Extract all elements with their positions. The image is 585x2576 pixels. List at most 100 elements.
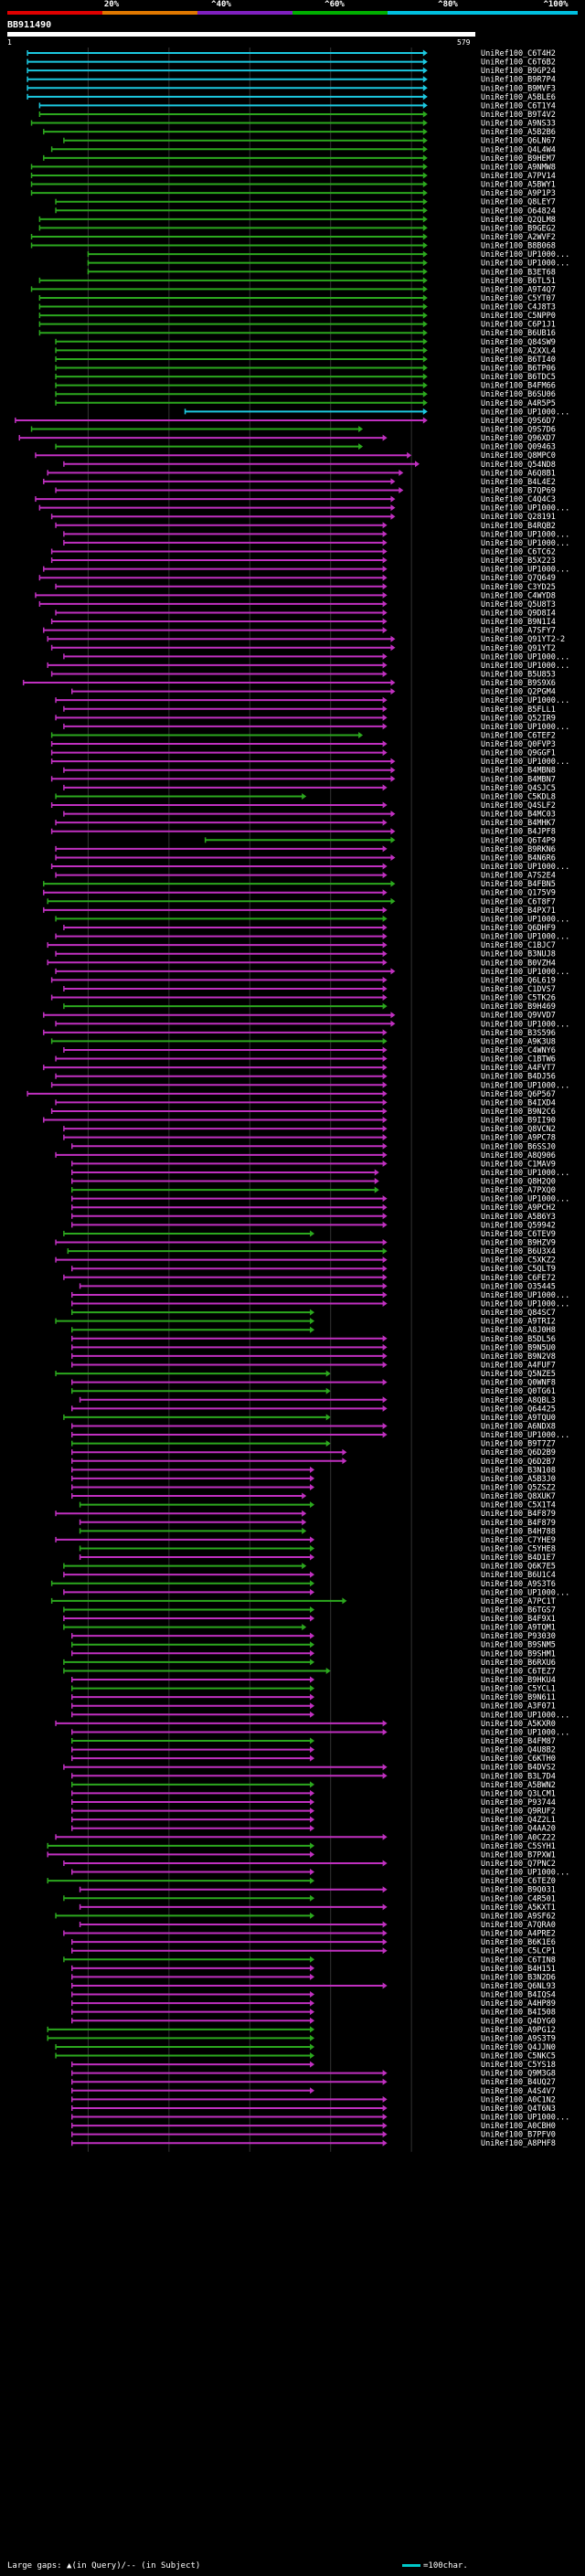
hit-row[interactable]: UniRef100_B4DVS2 [63,1764,556,1773]
hit-label[interactable]: UniRef100_C6T8F7 [481,897,556,906]
hit-label[interactable]: UniRef100_A8QBL3 [481,1396,556,1405]
hit-row[interactable]: UniRef100_B9T4V2 [38,111,556,120]
hit-row[interactable]: UniRef100_P93030 [70,1632,556,1641]
hit-row[interactable]: UniRef100_Q4SLF2 [50,801,556,811]
hit-row[interactable]: UniRef100_C5NKC5 [55,2052,556,2062]
hit-row[interactable]: UniRef100_UP1000... [70,1431,569,1440]
hit-label[interactable]: UniRef100_Q9D8I4 [481,609,556,618]
hit-row[interactable]: UniRef100_Q8VCN2 [63,1125,556,1134]
hit-label[interactable]: UniRef100_B9N5U0 [481,1343,556,1352]
hit-label[interactable]: UniRef100_B8B068 [481,242,556,251]
hit-label[interactable]: UniRef100_C5NKC5 [481,2052,556,2062]
hit-label[interactable]: UniRef100_B4H788 [481,1527,556,1536]
hit-label[interactable]: UniRef100_C6T6B2 [481,58,556,68]
hit-row[interactable]: UniRef100_B4FBN5 [43,880,556,889]
hit-label[interactable]: UniRef100_C4WNY6 [481,1046,556,1055]
hit-row[interactable]: UniRef100_B3N2D6 [70,1973,556,1982]
hit-row[interactable]: UniRef100_B3NUJ8 [55,950,556,959]
hit-row[interactable]: UniRef100_Q6P567 [27,1090,556,1099]
hit-row[interactable]: UniRef100_A9PCH2 [70,1203,556,1213]
hit-label[interactable]: UniRef100_Q9RUF2 [481,1807,556,1817]
hit-row[interactable]: UniRef100_B6SU06 [55,390,556,399]
hit-row[interactable]: UniRef100_A2WVF2 [30,233,556,242]
hit-label[interactable]: UniRef100_Q3LCM1 [481,1789,556,1798]
hit-label[interactable]: UniRef100_A7PC1T [481,1597,556,1606]
hit-row[interactable]: UniRef100_A8Q906 [55,1151,556,1161]
hit-label[interactable]: UniRef100_B6TP06 [481,365,556,374]
hit-row[interactable]: UniRef100_A9P1P3 [30,189,556,198]
hit-label[interactable]: UniRef100_P93030 [481,1632,556,1641]
hit-label[interactable]: UniRef100_C5YT07 [481,294,556,303]
hit-row[interactable]: UniRef100_C6TEZ0 [47,1877,556,1886]
hit-row[interactable]: UniRef100_B7PXW1 [47,1850,556,1860]
hit-row[interactable]: UniRef100_C5QLT9 [70,1265,556,1274]
hit-label[interactable]: UniRef100_B4DJ56 [481,1073,556,1082]
hit-label[interactable]: UniRef100_B9N2V8 [481,1352,556,1362]
hit-row[interactable]: UniRef100_A9PG12 [47,2026,556,2035]
hit-row[interactable]: UniRef100_B4MBN7 [50,775,556,784]
hit-label[interactable]: UniRef100_B0VZH4 [481,959,556,968]
hit-row[interactable]: UniRef100_A4PRE2 [63,1930,556,1939]
hit-row[interactable]: UniRef100_P93744 [70,1798,556,1807]
hit-label[interactable]: UniRef100_C4J8T3 [481,303,556,313]
hit-row[interactable]: UniRef100_B4DJ56 [55,1073,556,1082]
hit-label[interactable]: UniRef100_Q0WNF8 [481,1379,556,1388]
hit-row[interactable]: UniRef100_C6KTH0 [70,1754,556,1764]
hit-label[interactable]: UniRef100_Q4SLF2 [481,801,556,811]
hit-row[interactable]: UniRef100_C6TEV9 [63,1230,556,1239]
hit-label[interactable]: UniRef100_Q4L4W4 [481,145,556,154]
hit-row[interactable]: UniRef100_C6TC62 [50,547,556,557]
hit-row[interactable]: UniRef100_C5YS18 [70,2061,556,2070]
hit-label[interactable]: UniRef100_Q2QLM8 [481,216,556,225]
hit-label[interactable]: UniRef100_C5TK26 [481,994,556,1003]
hit-label[interactable]: UniRef100_C6TEZ0 [481,1877,556,1886]
hit-row[interactable]: UniRef100_A7S2E4 [55,872,556,881]
hit-row[interactable]: UniRef100_A4FVT7 [43,1064,556,1073]
hit-label[interactable]: UniRef100_Q7Q649 [481,574,556,583]
hit-row[interactable]: UniRef100_B5X223 [50,557,556,566]
hit-label[interactable]: UniRef100_B7PXW1 [481,1850,556,1860]
hit-row[interactable]: UniRef100_A6NDX8 [70,1422,556,1431]
hit-row[interactable]: UniRef100_Q54ND8 [63,461,556,470]
hit-row[interactable]: UniRef100_B6TDC5 [55,373,556,382]
hit-row[interactable]: UniRef100_UP1000... [70,1169,569,1178]
hit-row[interactable]: UniRef100_Q4U8B2 [70,1746,556,1755]
hit-label[interactable]: UniRef100_C4R501 [481,1894,556,1903]
hit-row[interactable]: UniRef100_Q9D8I4 [55,609,556,618]
hit-row[interactable]: UniRef100_C5YHE8 [79,1544,556,1553]
hit-label[interactable]: UniRef100_Q4AA20 [481,1825,556,1834]
hit-row[interactable]: UniRef100_UP1000... [70,1728,569,1737]
hit-label[interactable]: UniRef100_B9T4V2 [481,111,556,120]
hit-label[interactable]: UniRef100_C6TEZ7 [481,1667,556,1676]
hit-row[interactable]: UniRef100_B9S9X6 [22,679,556,688]
hit-row[interactable]: UniRef100_A5KXR0 [55,1720,556,1729]
hit-row[interactable]: UniRef100_A7PV14 [30,172,556,181]
hit-label[interactable]: UniRef100_Q5NZE5 [481,1370,556,1379]
hit-row[interactable]: UniRef100_C6TEF2 [50,731,556,740]
hit-label[interactable]: UniRef100_B9GP24 [481,67,556,76]
hit-label[interactable]: UniRef100_A8PHF8 [481,2139,556,2148]
hit-row[interactable]: UniRef100_UP1000... [55,915,569,924]
hit-row[interactable]: UniRef100_A8QBL3 [79,1396,556,1405]
hit-label[interactable]: UniRef100_A6NDX8 [481,1422,556,1431]
hit-label[interactable]: UniRef100_A7SFY7 [481,627,556,636]
hit-label[interactable]: UniRef100_B4IXD4 [481,1098,556,1108]
hit-label[interactable]: UniRef100_B6TGS7 [481,1606,556,1615]
hit-label[interactable]: UniRef100_UP1000... [481,1588,569,1597]
hit-row[interactable]: UniRef100_C4WYD8 [35,591,556,600]
hit-row[interactable]: UniRef100_A9T4Q7 [30,285,556,294]
hit-label[interactable]: UniRef100_UP1000... [481,1020,569,1029]
hit-row[interactable]: UniRef100_A7PC1T [50,1597,556,1606]
hit-label[interactable]: UniRef100_Q6D2B7 [481,1458,556,1467]
hit-row[interactable]: UniRef100_UP1000... [63,530,569,539]
hit-label[interactable]: UniRef100_B7QP69 [481,487,556,496]
hit-label[interactable]: UniRef100_Q8H2Q0 [481,1178,556,1187]
hit-row[interactable]: UniRef100_UP1000... [55,933,569,942]
hit-label[interactable]: UniRef100_B6TL51 [481,277,556,286]
hit-label[interactable]: UniRef100_C4WYD8 [481,591,556,600]
hit-label[interactable]: UniRef100_B9MVF3 [481,84,556,93]
hit-label[interactable]: UniRef100_B4PX71 [481,906,556,916]
hit-row[interactable]: UniRef100_UP1000... [63,1588,569,1597]
hit-row[interactable]: UniRef100_Q9GGF1 [50,749,556,758]
hit-row[interactable]: UniRef100_B9N2V8 [70,1352,556,1362]
